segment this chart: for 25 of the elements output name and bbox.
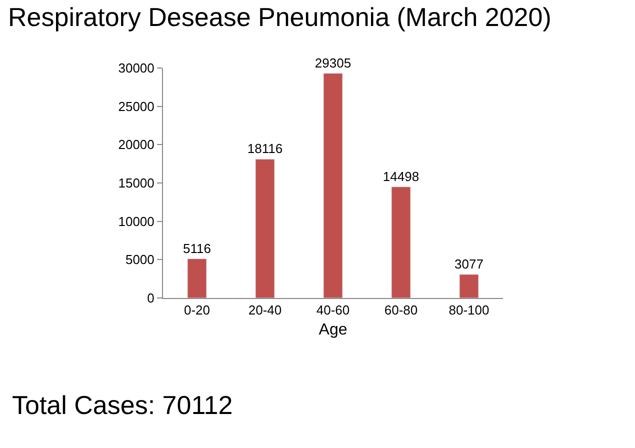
data-label: 5116 — [183, 240, 211, 256]
data-label: 14498 — [382, 168, 420, 184]
data-label: 3077 — [454, 256, 484, 272]
x-tick-label: 40-60 — [316, 302, 350, 318]
x-tick-label: 0-20 — [184, 302, 210, 318]
bar — [323, 73, 343, 298]
x-axis-title: Age — [318, 321, 348, 338]
chart-title: Respiratory Desease Pneumonia (March 2020) — [8, 2, 552, 32]
y-tick-label: 10000 — [118, 214, 154, 229]
y-tick-label: 0 — [147, 290, 154, 306]
x-tick-label: 60-80 — [384, 302, 418, 318]
text: Total Cases: 70112 — [12, 390, 233, 420]
data-label: 29305 — [314, 55, 352, 70]
bar — [459, 274, 479, 298]
y-tick-label: 5000 — [125, 252, 154, 268]
y-tick-label: 15000 — [118, 176, 154, 191]
data-label: 18116 — [247, 141, 283, 156]
x-tick-label: 80-100 — [448, 302, 490, 318]
x-tick-label: 20-40 — [248, 302, 282, 318]
bar — [391, 186, 411, 298]
y-tick-label: 30000 — [118, 60, 154, 76]
bar — [255, 158, 275, 298]
bar — [187, 258, 207, 298]
y-tick-label: 25000 — [118, 98, 154, 114]
y-tick-label: 20000 — [118, 137, 154, 152]
